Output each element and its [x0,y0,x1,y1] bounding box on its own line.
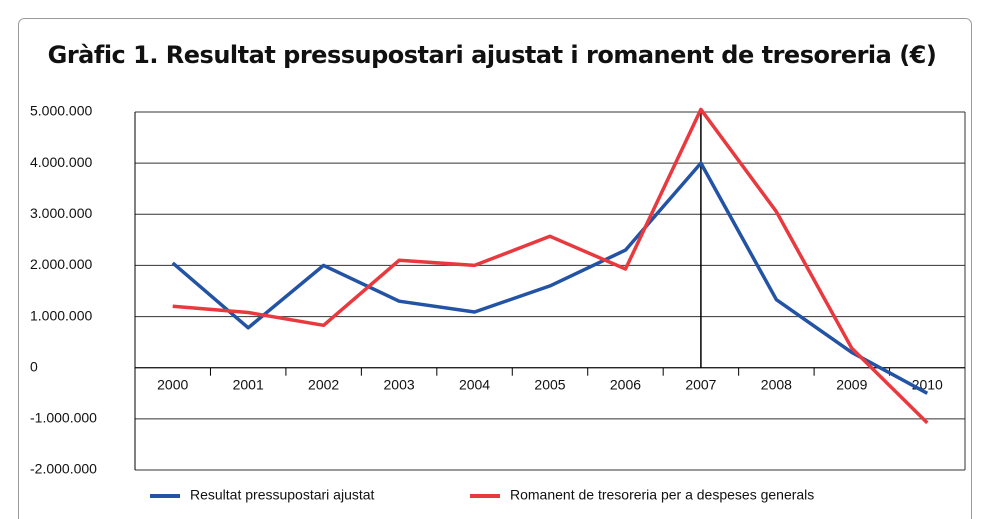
x-tick-label: 2008 [761,376,792,392]
x-tick-label: 2007 [685,376,716,392]
y-tick-label: 0 [30,358,38,374]
legend-label: Resultat pressupostari ajustat [190,487,375,503]
y-tick-label: 1.000.000 [30,307,92,323]
x-tick-label: 2010 [912,376,943,392]
series-line [172,107,929,425]
legend-label: Romanent de tresoreria per a despeses ge… [510,487,814,503]
x-tick-label: 2002 [308,376,339,392]
chart-title: Gràfic 1. Resultat pressupostari ajustat… [48,41,937,69]
y-tick-label: 3.000.000 [30,205,92,221]
x-tick-label: 2003 [384,376,415,392]
x-tick-label: 2006 [610,376,641,392]
x-tick-label: 2001 [233,376,264,392]
frame [18,18,972,519]
y-tick-label: -1.000.000 [30,410,97,426]
x-tick-label: 2004 [459,376,490,392]
x-tick-label: 2000 [157,376,188,392]
x-tick-label: 2005 [534,376,565,392]
y-tick-label: 5.000.000 [30,103,92,119]
series-line [171,161,929,395]
y-tick-label: -2.000.000 [30,461,97,477]
y-tick-label: 2.000.000 [30,256,92,272]
x-tick-label: 2009 [836,376,867,392]
y-tick-label: 4.000.000 [30,154,92,170]
